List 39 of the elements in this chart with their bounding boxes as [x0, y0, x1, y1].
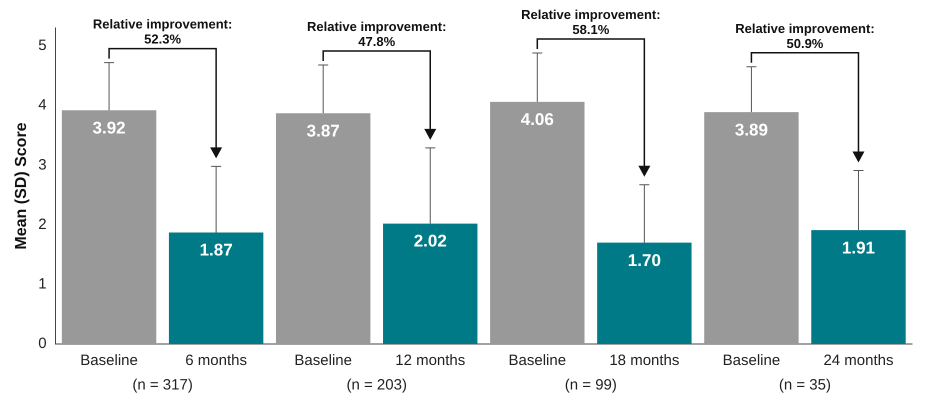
y-tick-label: 1 — [38, 276, 47, 293]
x-tick-label: Baseline — [80, 352, 138, 370]
bar — [811, 230, 906, 344]
data-label: 3.87 — [306, 121, 340, 140]
bar — [168, 232, 264, 344]
bar — [597, 242, 692, 344]
x-tick-label: Baseline — [722, 352, 780, 370]
bar — [62, 110, 156, 344]
data-label: 1.87 — [200, 240, 233, 260]
text: (n = 35) — [778, 376, 832, 394]
data-label: 2.02 — [414, 232, 447, 251]
y-tick-label: 4 — [38, 96, 47, 114]
x-tick-label: Baseline — [294, 352, 352, 370]
data-label: 3.89 — [734, 120, 768, 140]
bar — [383, 224, 478, 344]
data-label: 3.92 — [92, 118, 126, 138]
y-tick-label: 0 — [38, 335, 47, 352]
x-tick-label: 6 months — [185, 352, 247, 370]
data-label: 4.06 — [520, 110, 554, 130]
x-tick-label: 18 months — [609, 352, 680, 370]
text: (n = 203) — [346, 376, 407, 394]
x-tick-label: 12 months — [395, 352, 466, 370]
annotation: Relative improvement: 52.3% — [92, 16, 232, 47]
y-tick-label: 3 — [38, 156, 47, 174]
text: (n = 317) — [132, 376, 193, 394]
y-axis-title: Mean (SD) Score — [13, 122, 30, 250]
bar — [704, 112, 799, 344]
annotation: Relative improvement: 47.8% — [306, 19, 446, 50]
y-tick-label: 2 — [38, 216, 47, 233]
bar — [490, 102, 585, 344]
y-tick-label: 5 — [38, 37, 47, 54]
text: (n = 99) — [564, 376, 617, 394]
data-label: 1.91 — [842, 238, 876, 258]
annotation: Relative improvement: 50.9% — [735, 20, 875, 51]
bar — [276, 113, 370, 344]
x-tick-label: Baseline — [508, 352, 566, 370]
x-tick-label: 24 months — [823, 352, 894, 370]
annotation: Relative improvement: 58.1% — [521, 7, 661, 38]
data-label: 1.70 — [628, 250, 661, 270]
